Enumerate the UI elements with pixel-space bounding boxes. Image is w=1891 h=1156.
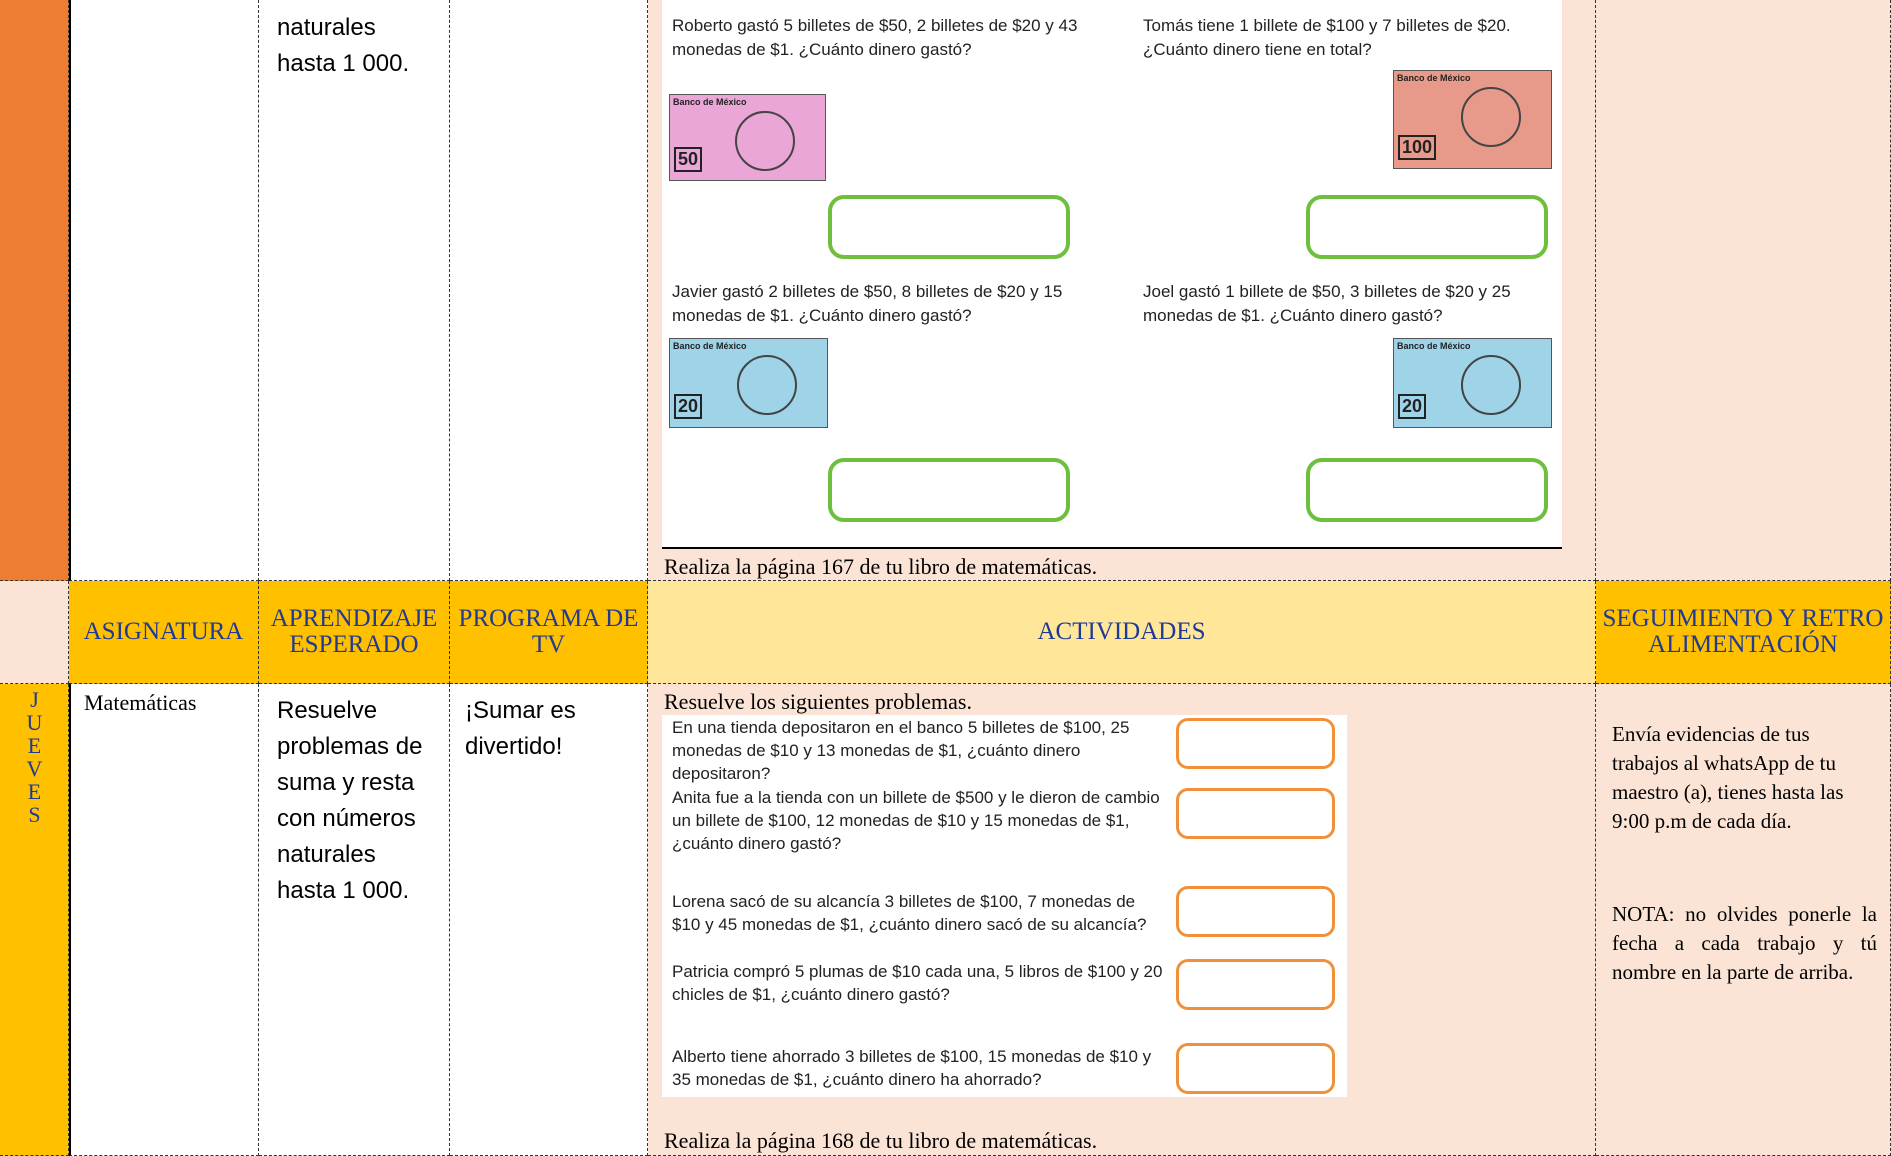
bill-image: Banco de México 100	[1393, 70, 1552, 169]
problem-text: Tomás tiene 1 billete de $100 y 7 billet…	[1143, 16, 1511, 59]
answer-box	[1176, 718, 1335, 769]
cell	[450, 0, 648, 581]
header-cell: ASIGNATURA	[69, 581, 259, 684]
problem-text: Roberto gastó 5 billetes de $50, 2 bille…	[672, 16, 1078, 59]
header-cell: ACTIVIDADES	[648, 581, 1596, 684]
header-cell: APRENDIZAJE ESPERADO	[259, 581, 450, 684]
aprendizaje-text: Resuelve problemas de suma y resta con n…	[277, 697, 423, 904]
answer-box	[828, 458, 1070, 522]
problem-text: Patricia compró 5 plumas de $10 cada una…	[672, 962, 1163, 1004]
answer-box	[1176, 1043, 1335, 1094]
cell	[1596, 0, 1891, 581]
bill-value: 50	[674, 147, 703, 172]
cell	[69, 0, 259, 581]
feedback-bg	[1596, 0, 1891, 581]
bill-value: 100	[1398, 135, 1437, 160]
program-text: ¡Sumar es divertido!	[465, 697, 576, 760]
day-letter: J	[30, 687, 39, 712]
answer-box	[1176, 788, 1335, 839]
answer-box	[828, 195, 1070, 259]
bill-image: Banco de México 20	[1393, 338, 1552, 428]
bill-value: 20	[674, 394, 703, 419]
problem-text: En una tienda depositaron en el banco 5 …	[672, 718, 1130, 783]
instruction: Realiza la página 167 de tu libro de mat…	[664, 554, 1098, 579]
bill-face	[1461, 355, 1521, 415]
problem-text: Alberto tiene ahorrado 3 billetes de $10…	[672, 1047, 1152, 1089]
answer-box	[1176, 886, 1335, 937]
feedback-text: Envía evidencias de tus trabajos al what…	[1612, 722, 1844, 833]
day-strip	[0, 684, 69, 1156]
day-letter: S	[28, 802, 41, 827]
bill-bank: Banco de México	[1397, 73, 1471, 83]
answer-box	[1306, 195, 1548, 259]
bill-face	[1461, 87, 1521, 147]
cell	[69, 684, 259, 1156]
bill-bank: Banco de México	[673, 97, 747, 107]
answer-box	[1306, 458, 1548, 522]
header-cell: PROGRAMA DE TV	[450, 581, 648, 684]
problem-text: Lorena sacó de su alcancía 3 billetes de…	[672, 892, 1147, 934]
bill-image: Banco de México 20	[669, 338, 828, 428]
bill-face	[735, 111, 795, 171]
subject: Matemáticas	[84, 690, 197, 715]
day-letter: U	[26, 710, 43, 735]
problem-text: Anita fue a la tienda con un billete de …	[672, 788, 1160, 853]
cell	[259, 0, 450, 581]
bill-image: Banco de México 50	[669, 94, 826, 181]
day-letter: E	[27, 779, 42, 804]
problem-text: Joel gastó 1 billete de $50, 3 billetes …	[1143, 282, 1511, 325]
header-blank	[0, 581, 69, 684]
bill-value: 20	[1398, 394, 1427, 419]
day-letter: V	[26, 756, 43, 781]
header-cell: SEGUIMIENTO Y RETROALIMENTACIÓN	[1596, 581, 1891, 684]
instruction: Realiza la página 168 de tu libro de mat…	[664, 1128, 1098, 1153]
day-letter: E	[27, 733, 42, 758]
intro: Resuelve los siguientes problemas.	[664, 689, 972, 714]
note-text: NOTA: no olvides ponerle la fecha a cada…	[1612, 902, 1877, 984]
bill-bank: Banco de México	[673, 341, 747, 351]
aprendizaje-text: naturales hasta 1 000.	[277, 14, 410, 77]
bill-bank: Banco de México	[1397, 341, 1471, 351]
bill-face	[737, 355, 797, 415]
cell	[648, 0, 1596, 581]
cell	[0, 581, 69, 684]
problem-text: Javier gastó 2 billetes de $50, 8 billet…	[672, 282, 1063, 325]
orange-strip	[0, 0, 69, 581]
cell	[0, 0, 69, 581]
answer-box	[1176, 959, 1335, 1010]
